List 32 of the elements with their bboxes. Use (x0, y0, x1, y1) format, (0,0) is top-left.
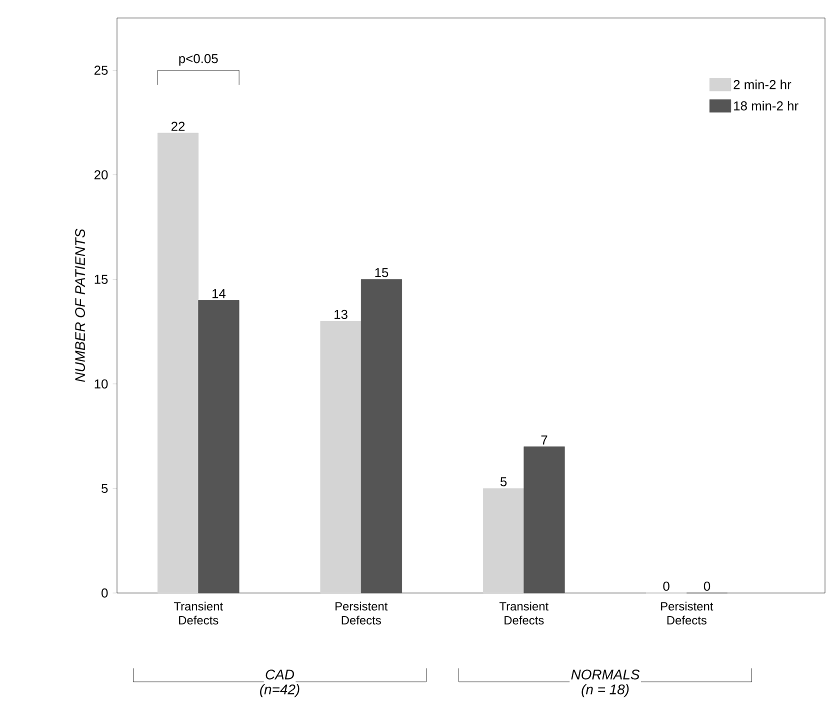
text: CAD (266, 670, 294, 680)
data-label: 15 (375, 268, 388, 278)
data-label: 13 (334, 310, 348, 319)
data-label: 0 (663, 582, 670, 591)
x-tick-label: Transient Defects (174, 602, 223, 624)
bar (320, 320, 362, 594)
data-label: 5 (500, 477, 507, 486)
data-label: 0 (704, 582, 710, 591)
y-tick-label: 20 (94, 170, 108, 180)
y-tick-label: 15 (94, 274, 108, 284)
y-tick-label: 25 (94, 66, 108, 75)
data-label: 22 (171, 122, 185, 131)
text: NORMALS (571, 670, 640, 680)
y-tick-label: 5 (102, 484, 108, 493)
data-label: 7 (541, 436, 548, 444)
x-tick-label: Persistent Defects (661, 602, 714, 624)
bar (198, 300, 240, 594)
annotation: p<0.05 (179, 54, 218, 66)
x-tick-label: Persistent Defects (336, 602, 388, 624)
bar (360, 279, 402, 594)
bar (157, 132, 199, 594)
bar (524, 446, 565, 594)
data-label: 14 (212, 289, 226, 298)
text: (n = 18) (582, 684, 629, 698)
y-tick-label: 0 (102, 588, 108, 598)
y-axis-title: NUMBER OF PATIENTS (75, 228, 85, 382)
legend-label: 18 min-2 hr (734, 100, 798, 110)
legend-label: 2 min-2 hr (734, 80, 792, 90)
bar (483, 488, 524, 594)
y-tick-label: 10 (94, 379, 108, 388)
text: (n=42) (260, 684, 300, 698)
x-tick-label: Transient Defects (499, 602, 548, 624)
